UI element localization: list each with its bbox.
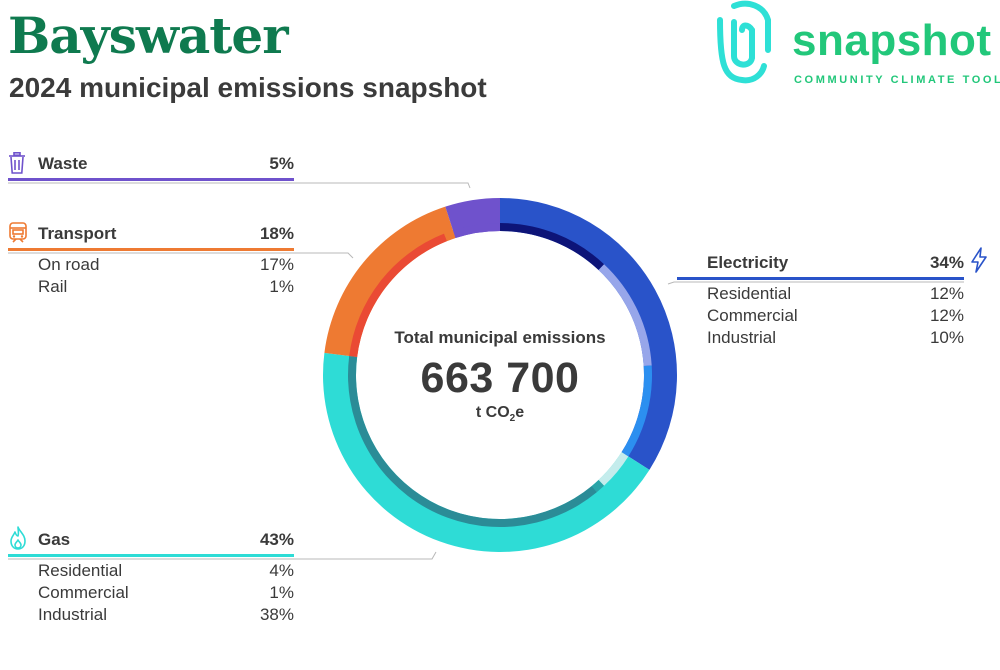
- inner-slice-electricity-residential: [500, 223, 605, 271]
- snapshot-logo: snapshot COMMUNITY CLIMATE TOOL: [712, 0, 1000, 90]
- page-title: Bayswater: [8, 6, 289, 65]
- category-name: Gas: [38, 530, 71, 549]
- category-electricity: Electricity 34% Residential 12% Commerci…: [677, 247, 987, 347]
- category-name: Transport: [38, 224, 117, 243]
- category-total: 18%: [259, 224, 294, 243]
- slice-electricity: [500, 198, 677, 470]
- center-label: Total municipal emissions: [394, 328, 606, 347]
- subcategory-label: On road: [38, 255, 100, 274]
- subcategory-value: 38%: [259, 605, 294, 624]
- trash-bin-icon: [9, 152, 25, 174]
- subcategory-row: Industrial 38%: [8, 601, 294, 624]
- subcategory-value: 17%: [259, 255, 294, 274]
- inner-ring: [348, 223, 653, 527]
- leader-lines: [8, 182, 964, 560]
- inner-slice-gas-residential: [598, 452, 629, 486]
- page-subtitle: 2024 municipal emissions snapshot: [9, 72, 487, 103]
- logo-name: snapshot: [792, 16, 992, 65]
- subcategory-label: Industrial: [38, 605, 107, 624]
- total-emissions-value: 663 700: [420, 354, 580, 402]
- subcategory-value: 12%: [929, 284, 964, 303]
- category-underline: [8, 248, 294, 251]
- train-icon: [9, 222, 27, 243]
- inner-slice-gas-commercial: [591, 479, 605, 493]
- logo-tagline: COMMUNITY CLIMATE TOOL: [794, 74, 1000, 86]
- subcategory-row: Industrial 10%: [677, 324, 964, 347]
- subcategory-label: Industrial: [707, 328, 776, 347]
- inner-slice-transport-on-road: [349, 233, 447, 357]
- waste-leader-line: [8, 182, 471, 189]
- category-total: 34%: [929, 253, 964, 272]
- subcategory-value: 1%: [269, 277, 294, 296]
- subcategory-row: On road 17%: [8, 251, 294, 274]
- electricity-leader-line: [667, 281, 964, 285]
- lightning-bolt-icon: [971, 247, 987, 273]
- flame-icon: [10, 526, 26, 550]
- subcategory-value: 12%: [929, 306, 964, 325]
- subcategory-row: Residential 12%: [677, 280, 964, 303]
- category-waste: Waste 5%: [8, 152, 294, 181]
- transport-leader-line: [8, 252, 354, 259]
- subcategory-label: Commercial: [38, 583, 129, 602]
- subcategory-row: Residential 4%: [8, 557, 294, 580]
- category-total: 43%: [259, 530, 294, 549]
- inner-slice-waste: [453, 223, 500, 239]
- category-underline: [677, 277, 964, 280]
- subcategory-value: 10%: [929, 328, 964, 347]
- category-total: 5%: [269, 154, 294, 173]
- subcategory-row: Commercial 1%: [8, 579, 294, 602]
- category-transport: Transport 18% On road 17% Rail 1%: [8, 222, 294, 296]
- category-name: Waste: [38, 154, 88, 173]
- inner-slice-electricity-commercial: [598, 264, 652, 366]
- category-underline: [8, 554, 294, 557]
- subcategory-label: Residential: [38, 561, 123, 580]
- subcategory-row: Commercial 12%: [677, 302, 964, 325]
- category-underline: [8, 178, 294, 181]
- subcategory-label: Rail: [38, 277, 68, 296]
- inner-slice-transport-rail: [444, 230, 456, 242]
- subcategory-value: 4%: [269, 561, 294, 580]
- fingerprint-logo-icon: [717, 0, 771, 84]
- category-gas: Gas 43% Residential 4% Commercial 1% Ind…: [8, 526, 294, 624]
- emissions-unit: t CO2e: [475, 404, 525, 425]
- category-name: Electricity: [707, 253, 789, 272]
- gas-leader-line: [8, 551, 437, 560]
- inner-slice-electricity-industrial: [621, 365, 653, 457]
- subcategory-value: 1%: [269, 583, 294, 602]
- subcategory-label: Commercial: [707, 306, 798, 325]
- subcategory-label: Residential: [707, 284, 792, 303]
- subcategory-row: Rail 1%: [8, 273, 294, 296]
